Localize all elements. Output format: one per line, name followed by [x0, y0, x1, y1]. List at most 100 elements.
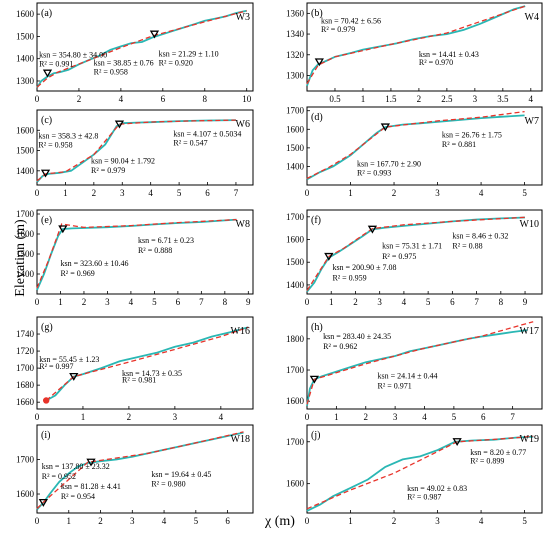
fit-line: [36, 10, 247, 88]
annotation-text: ksn = 75.31 ± 1.71: [382, 242, 442, 251]
x-tick-label: 1: [348, 188, 353, 198]
panel-label: (g): [41, 322, 53, 333]
x-tick-label: 0: [35, 516, 40, 526]
x-tick-label: 3.5: [497, 94, 509, 104]
x-tick-label: 10: [242, 94, 252, 104]
panel-frame: [306, 316, 543, 410]
x-tick-label: 8: [223, 297, 228, 307]
annotation-text: R² = 0.991: [39, 59, 73, 68]
panel-label: (j): [311, 430, 320, 441]
x-tick-label: 3: [120, 188, 125, 198]
y-tick-label: 1680: [16, 380, 35, 390]
station-label: W8: [236, 219, 250, 230]
x-tick-label: 0.5: [329, 94, 341, 104]
annotation-text: R² = 0.981: [122, 376, 156, 385]
x-tick-label: 6: [225, 516, 230, 526]
panel-frame: [36, 109, 254, 186]
x-tick-label: 2: [353, 297, 358, 307]
panel-5: 0 1 2 3 4 5 6 7 8 9 1400 1500 1600 1700 ksn = 75.31 ± …: [286, 209, 543, 307]
x-tick-label: 6: [176, 297, 181, 307]
x-tick-label: 5: [152, 297, 157, 307]
y-tick-label: 1360: [286, 8, 305, 18]
fit-line: [306, 321, 534, 405]
x-tick-label: 9: [246, 297, 251, 307]
profile-line: [306, 329, 528, 407]
start-point-marker: [42, 397, 50, 404]
y-tick-label: 1600: [16, 229, 35, 239]
x-tick-label: 0: [305, 412, 310, 422]
y-tick-label: 1340: [286, 29, 305, 39]
knickpoint-marker: [452, 438, 462, 447]
x-tick-label: 1: [81, 412, 86, 422]
x-tick-label: 6: [161, 94, 166, 104]
x-tick-label: 2: [127, 412, 132, 422]
x-tick-label: 1: [361, 94, 366, 104]
x-tick-label: 6: [205, 188, 210, 198]
x-tick-label: 1: [67, 516, 72, 526]
y-tick-label: 1320: [286, 50, 305, 60]
annotation-text: R² = 0.971: [378, 382, 412, 391]
y-tick-label: 1700: [286, 365, 305, 375]
x-tick-label: 7: [474, 297, 479, 307]
x-tick-label: 3: [435, 516, 440, 526]
x-tick-label: 2: [417, 94, 422, 104]
y-tick-label: 1400: [286, 280, 305, 290]
y-tick-label: 1720: [16, 346, 35, 356]
y-tick-label: 1500: [16, 146, 35, 156]
station-label: W7: [525, 116, 539, 127]
x-tick-label: 1: [348, 516, 353, 526]
x-tick-label: 5: [522, 516, 527, 526]
x-tick-label: 7: [234, 188, 239, 198]
panel-4: 0 1 2 3 4 5 6 7 8 9 1400 1500 1600 1700 ksn = 6.71 ± 0…: [16, 209, 254, 307]
annotation-text: R² = 0.954: [61, 492, 95, 501]
x-tick-label: 2: [392, 516, 397, 526]
annotation-text: R² = 0.970: [419, 58, 453, 67]
annotation-text: R² = 0.920: [159, 58, 193, 67]
annotation-text: ksn = 70.42 ± 6.56: [321, 17, 381, 26]
knickpoint-marker: [149, 30, 160, 39]
knickpoint-marker: [114, 120, 125, 129]
annotation-text: R² = 0.997: [39, 362, 73, 371]
y-tick-label: 1500: [16, 31, 35, 41]
panel-frame: [36, 209, 254, 295]
y-tick-label: 1600: [286, 235, 305, 245]
annotation-text: ksn = 19.64 ± 0.45: [151, 470, 211, 479]
knickpoint-marker: [309, 375, 319, 384]
knickpoint-marker: [314, 58, 324, 67]
x-tick-label: 6: [450, 297, 455, 307]
panel-7: 0 1 2 3 4 5 6 7 1600 1700 1800 ksn = 283.40 ± 24.35…: [286, 316, 543, 422]
knickpoint-marker: [40, 169, 51, 178]
x-tick-label: 6: [481, 412, 486, 422]
profile-line: [36, 218, 237, 291]
annotation-text: ksn = 90.04 ± 1.792: [91, 157, 155, 166]
x-tick-label: 7: [510, 412, 515, 422]
x-tick-label: 1: [63, 188, 68, 198]
y-tick-label: 1300: [286, 70, 305, 80]
x-tick-label: 2: [92, 188, 97, 198]
x-tick-label: 2.5: [441, 94, 453, 104]
x-tick-label: 4: [219, 412, 224, 422]
annotation-text: ksn = 81.28 ± 4.41: [61, 482, 121, 491]
y-tick-label: 1300: [16, 76, 35, 86]
y-tick-label: 1600: [286, 396, 305, 406]
x-tick-label: 4: [162, 516, 167, 526]
annotation-text: R² = 0.958: [94, 67, 128, 76]
profile-line: [306, 435, 534, 512]
fit-line: [306, 216, 526, 291]
annotation-text: R² = 0.881: [442, 140, 476, 149]
x-tick-label: 2: [77, 94, 82, 104]
knickpoint-marker: [38, 498, 48, 507]
x-tick-label: 4: [479, 188, 484, 198]
x-tick-label: 8: [203, 94, 208, 104]
panel-frame: [306, 209, 543, 295]
fit-line: [36, 431, 244, 509]
x-tick-label: 4: [479, 516, 484, 526]
panel-6: 0 1 2 3 4 1660 1680 1700 1720 1740 ksn = 55.45 ± 1…: [16, 316, 254, 422]
y-axis-label: Elevation (m): [13, 219, 28, 297]
annotation-text: R² = 0.980: [151, 479, 185, 488]
annotation-text: ksn = 38.85 ± 0.76: [94, 58, 154, 67]
x-tick-label: 0: [35, 94, 40, 104]
